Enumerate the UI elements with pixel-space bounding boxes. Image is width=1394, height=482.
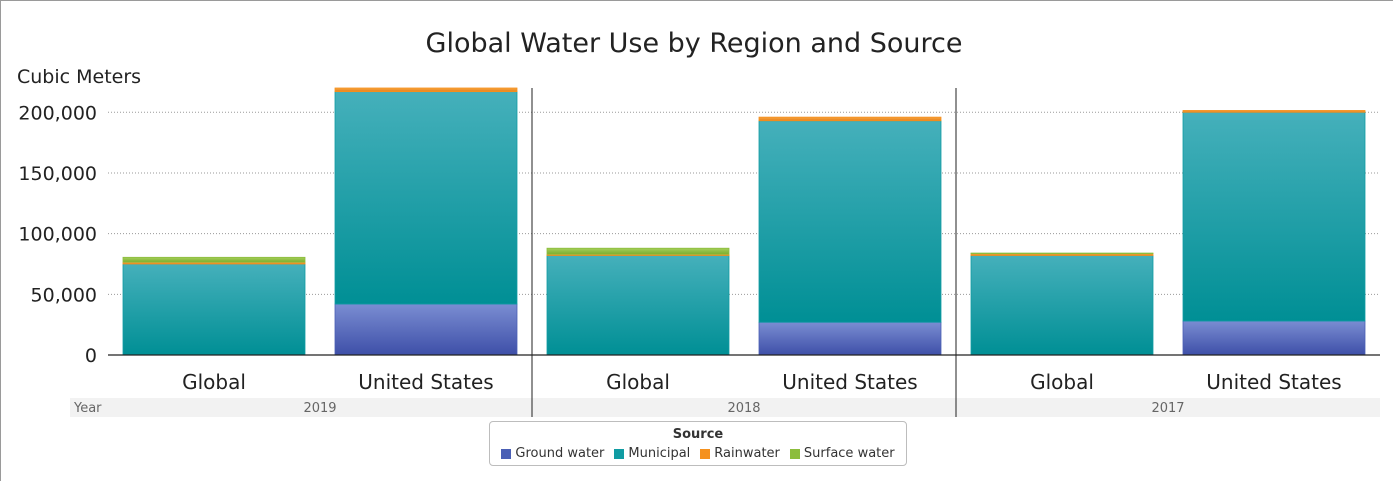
group-axis-label: Year bbox=[73, 401, 102, 416]
bar-segment-municipal[interactable] bbox=[758, 120, 942, 323]
bar-segment-rainwater[interactable] bbox=[334, 87, 518, 93]
x-tick-label: Global bbox=[182, 370, 246, 394]
legend-swatch bbox=[501, 448, 512, 459]
x-tick-label: Global bbox=[606, 370, 670, 394]
x-tick-label: Global bbox=[1030, 370, 1094, 394]
x-tick-label: United States bbox=[782, 370, 917, 394]
bar-segment-rainwater[interactable] bbox=[758, 116, 942, 122]
year-band bbox=[70, 398, 532, 417]
y-tick-label: 100,000 bbox=[18, 224, 97, 246]
legend-label: Surface water bbox=[803, 446, 895, 461]
x-tick-label: United States bbox=[1206, 370, 1341, 394]
chart-canvas: Global Water Use by Region and Source Cu… bbox=[17, 28, 1380, 417]
legend-item[interactable]: Surface water bbox=[789, 446, 895, 461]
x-tick-label: United States bbox=[358, 370, 493, 394]
legend-items: Ground water Municipal Rainwater Surface wa… bbox=[490, 446, 906, 461]
y-tick-label: 50,000 bbox=[31, 284, 97, 306]
bar-segment-municipal[interactable] bbox=[334, 91, 518, 305]
bar-segment-rainwater[interactable] bbox=[1182, 110, 1366, 113]
legend-item[interactable]: Ground water bbox=[501, 446, 604, 461]
bar-segment-surface-water[interactable] bbox=[122, 256, 306, 263]
y-tick-label: 0 bbox=[85, 345, 97, 367]
bar-segment-municipal[interactable] bbox=[546, 255, 730, 356]
year-band bbox=[532, 398, 956, 417]
legend-label: Rainwater bbox=[714, 446, 780, 461]
y-tick-label: 200,000 bbox=[18, 102, 97, 124]
bar-segment-municipal[interactable] bbox=[970, 255, 1154, 356]
year-label: 2018 bbox=[727, 401, 760, 416]
chart-title: Global Water Use by Region and Source bbox=[426, 28, 963, 59]
legend-title: Source bbox=[672, 427, 724, 442]
legend-swatch bbox=[614, 448, 625, 459]
bar-segment-ground-water[interactable] bbox=[334, 303, 518, 356]
legend-label: Ground water bbox=[515, 446, 605, 461]
year-label: 2019 bbox=[303, 401, 336, 416]
legend-swatch bbox=[789, 448, 800, 459]
legend-item[interactable]: Municipal bbox=[614, 446, 690, 461]
bar-segment-ground-water[interactable] bbox=[1182, 320, 1366, 356]
bar-segment-ground-water[interactable] bbox=[758, 321, 942, 356]
y-axis-label: Cubic Meters bbox=[17, 66, 141, 88]
legend-item[interactable]: Rainwater bbox=[700, 446, 780, 461]
legend-label: Municipal bbox=[628, 446, 691, 461]
legend-swatch bbox=[700, 448, 711, 459]
bar-segment-municipal[interactable] bbox=[122, 263, 306, 356]
legend: Source Ground water Municipal Rainwater Sur… bbox=[489, 421, 907, 466]
bar-segment-municipal[interactable] bbox=[1182, 111, 1366, 322]
bar-segment-surface-water[interactable] bbox=[546, 247, 730, 255]
y-tick-label: 150,000 bbox=[18, 163, 97, 185]
year-label: 2017 bbox=[1151, 401, 1184, 416]
year-band bbox=[956, 398, 1380, 417]
bar-segment-surface-water[interactable] bbox=[970, 252, 1154, 255]
